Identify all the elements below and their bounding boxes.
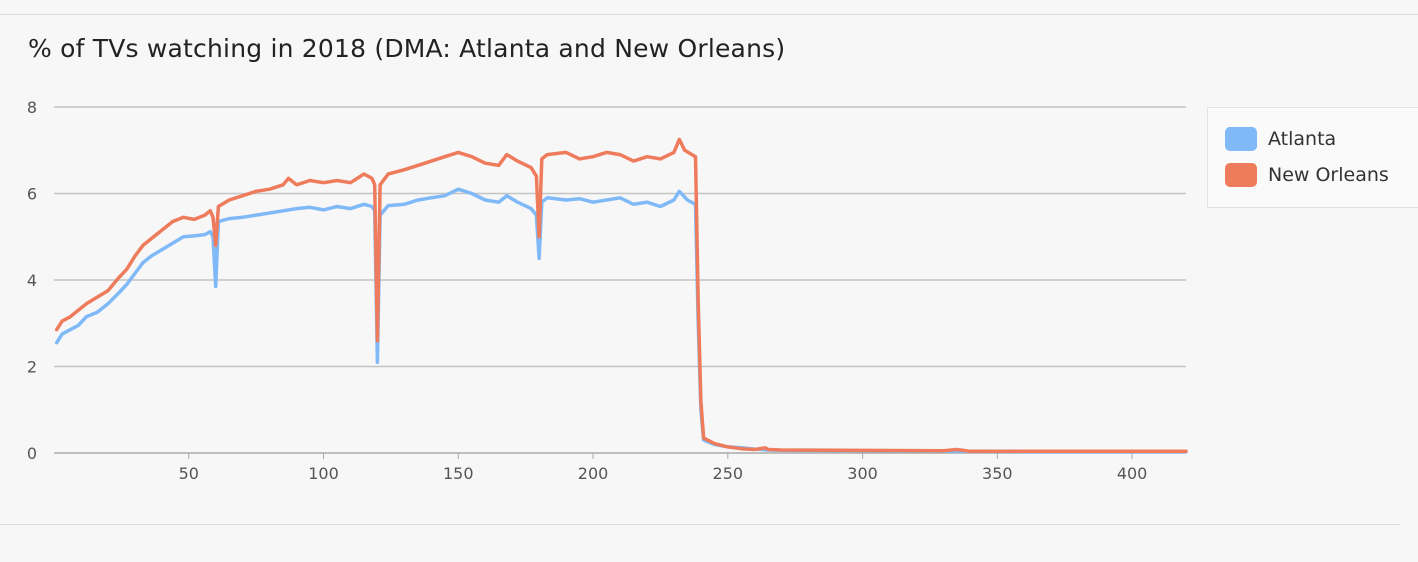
x-tick-label: 400 — [1117, 464, 1148, 483]
y-tick-label: 2 — [27, 358, 37, 377]
y-axis: 0 2 4 6 8 — [27, 98, 37, 463]
legend-swatch-new-orleans — [1225, 163, 1257, 187]
chart-title: % of TVs watching in 2018 (DMA: Atlanta … — [28, 34, 786, 63]
legend-swatch-atlanta — [1225, 127, 1257, 151]
legend: Atlanta New Orleans — [1207, 107, 1418, 208]
x-tick-label: 150 — [443, 464, 474, 483]
x-tick-label: 350 — [982, 464, 1013, 483]
x-tick-label: 200 — [578, 464, 609, 483]
gridlines — [54, 106, 1186, 454]
x-tick-label: 300 — [847, 464, 878, 483]
top-divider — [0, 14, 1418, 15]
legend-label-atlanta: Atlanta — [1268, 128, 1337, 150]
x-tick-label: 250 — [713, 464, 744, 483]
y-tick-label: 0 — [27, 444, 37, 463]
y-tick-label: 6 — [27, 185, 37, 204]
y-tick-label: 4 — [27, 271, 37, 290]
x-tick-label: 50 — [179, 464, 199, 483]
series-line-new-orleans[interactable] — [54, 137, 1188, 454]
y-tick-label: 8 — [27, 98, 37, 117]
legend-item-new-orleans[interactable]: New Orleans — [1225, 163, 1389, 187]
bottom-divider — [0, 524, 1400, 525]
legend-item-atlanta[interactable]: Atlanta — [1225, 127, 1336, 151]
series-lines — [54, 137, 1188, 454]
series-line-atlanta[interactable] — [54, 187, 1188, 454]
legend-label-new-orleans: New Orleans — [1268, 164, 1389, 186]
x-axis: 50 100 150 200 250 300 350 400 — [179, 453, 1148, 483]
x-tick-label: 100 — [308, 464, 339, 483]
